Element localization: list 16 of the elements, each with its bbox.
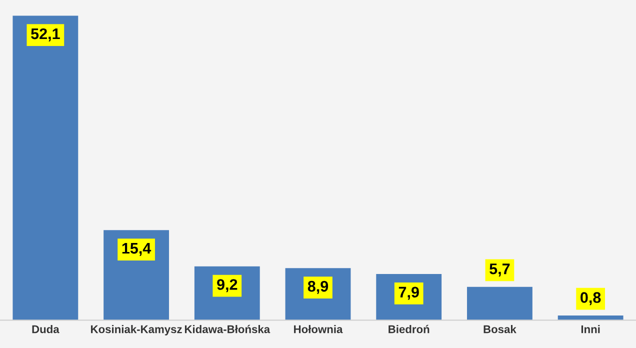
x-tick-label: Bosak xyxy=(484,325,516,334)
x-tick-label: Kidawa-Błońska xyxy=(184,324,270,334)
bar xyxy=(467,286,532,320)
x-tick-label: Biedroń xyxy=(388,324,430,334)
x-tick-label: Inni xyxy=(581,325,600,334)
data-label: 8,9 xyxy=(308,280,328,294)
bar xyxy=(12,16,78,320)
x-tick-label: Kosiniak-Kamysz xyxy=(91,325,182,336)
data-label: 7,9 xyxy=(398,286,419,300)
data-label: 15,4 xyxy=(122,243,152,256)
data-label: 52,1 xyxy=(31,28,60,42)
data-label: 9,2 xyxy=(217,279,238,292)
x-tick-label: Hołownia xyxy=(294,325,343,334)
data-label: 5,7 xyxy=(490,264,510,276)
x-tick-label: Duda xyxy=(32,325,60,334)
data-label: 0,8 xyxy=(580,292,601,306)
